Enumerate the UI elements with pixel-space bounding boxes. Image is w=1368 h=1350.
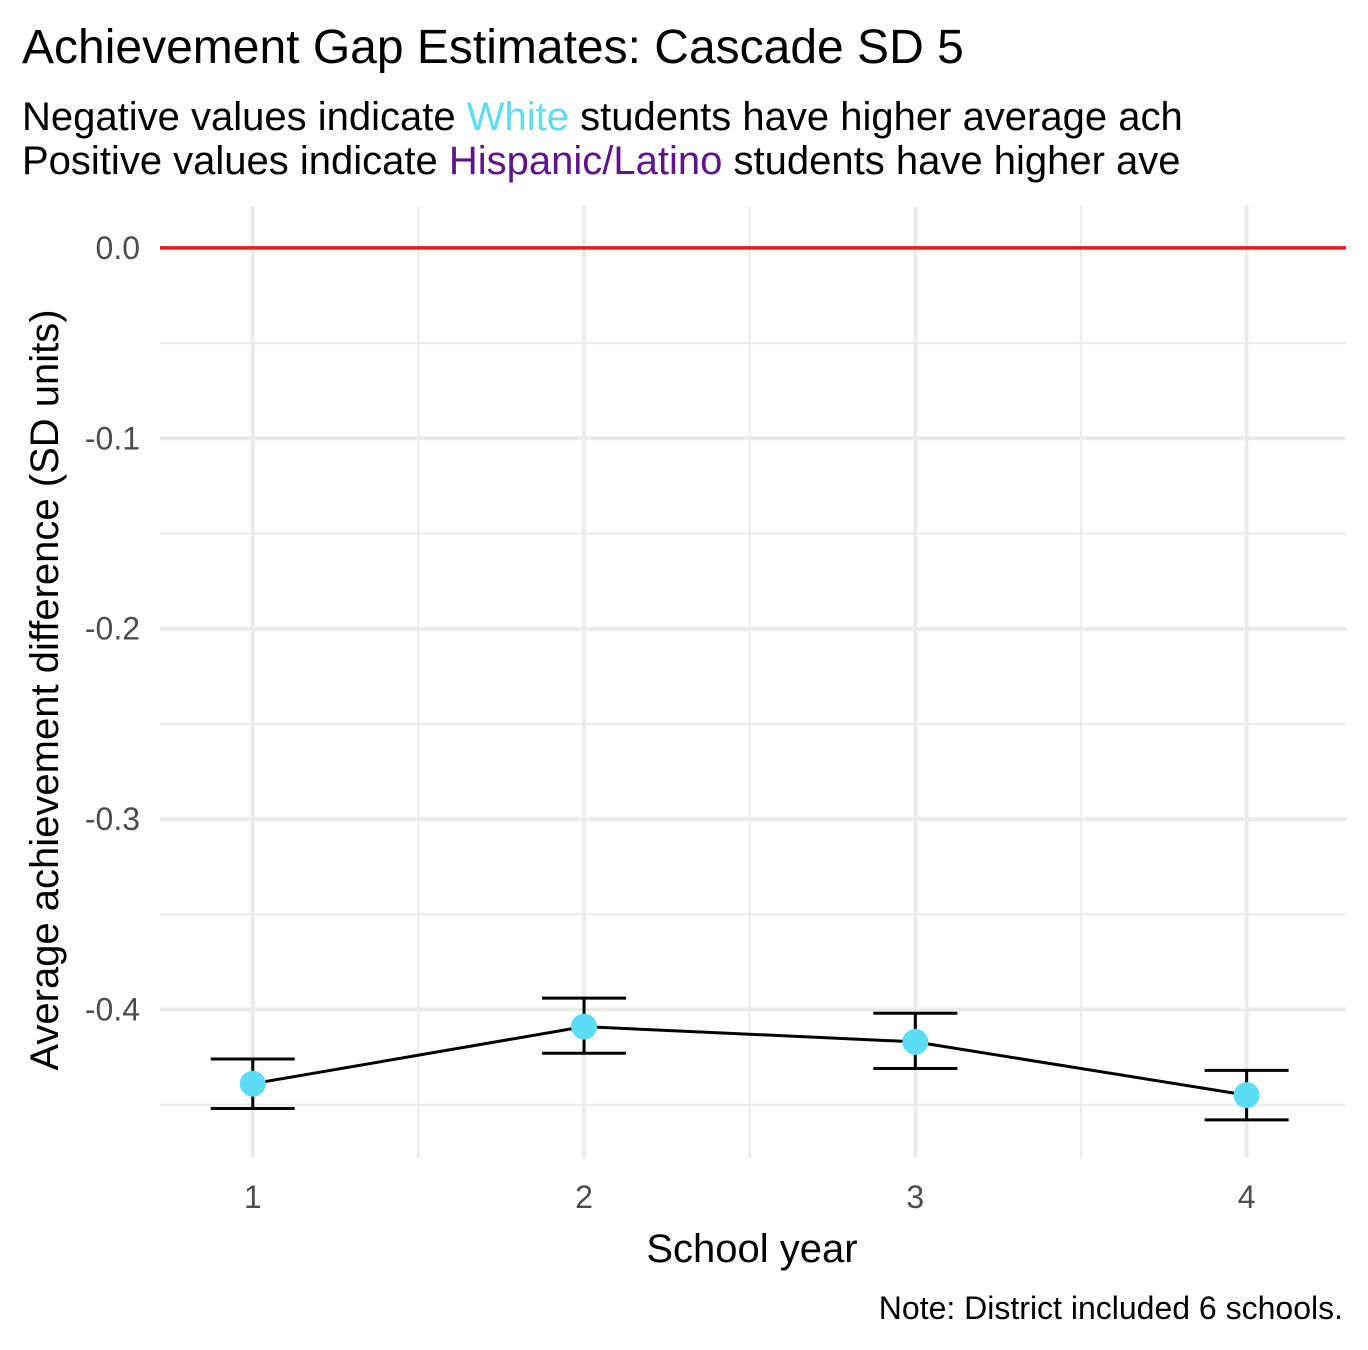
subtitle-line2-after: students have higher ave xyxy=(722,139,1181,183)
y-tick-label: -0.1 xyxy=(85,420,140,456)
chart-subtitle-line1: Negative values indicate White students … xyxy=(22,97,1183,137)
data-point xyxy=(902,1028,929,1055)
chart-plot-area: 0.0 -0.1 -0.2 -0.3 -0.4 1 2 3 4 School year Ave… xyxy=(23,206,1346,1271)
y-axis-title: Average achievement difference (SD units… xyxy=(23,309,67,1070)
chart-subtitle-line2: Positive values indicate Hispanic/Latino… xyxy=(22,141,1181,181)
x-axis-tick-labels: 1 2 3 4 xyxy=(244,1179,1256,1215)
x-tick-label: 3 xyxy=(906,1179,924,1215)
chart-title: Achievement Gap Estimates: Cascade SD 5 xyxy=(22,21,964,74)
y-tick-label: -0.2 xyxy=(85,611,140,647)
chart-caption: Note: District included 6 schools. xyxy=(878,1290,1343,1326)
subtitle-white-label: White xyxy=(466,95,569,139)
data-point xyxy=(1233,1082,1260,1109)
y-axis-tick-labels: 0.0 -0.1 -0.2 -0.3 -0.4 xyxy=(85,230,140,1028)
y-tick-label: -0.3 xyxy=(85,801,140,837)
y-tick-label: -0.4 xyxy=(85,991,140,1027)
subtitle-line1-before: Negative values indicate xyxy=(22,95,467,139)
x-tick-label: 4 xyxy=(1238,1179,1256,1215)
data-point xyxy=(571,1013,598,1040)
subtitle-hispanic-label: Hispanic/Latino xyxy=(448,139,723,183)
series-line xyxy=(252,1025,1247,1097)
y-tick-label: 0.0 xyxy=(96,230,140,266)
subtitle-line2-before: Positive values indicate xyxy=(22,139,449,183)
subtitle-line1-after: students have higher average ach xyxy=(568,95,1183,139)
x-axis-title: School year xyxy=(646,1227,857,1271)
x-tick-label: 1 xyxy=(244,1179,262,1215)
grid-lines xyxy=(160,206,1346,1158)
x-tick-label: 2 xyxy=(575,1179,593,1215)
series-group xyxy=(210,996,1289,1122)
data-point xyxy=(239,1070,266,1097)
